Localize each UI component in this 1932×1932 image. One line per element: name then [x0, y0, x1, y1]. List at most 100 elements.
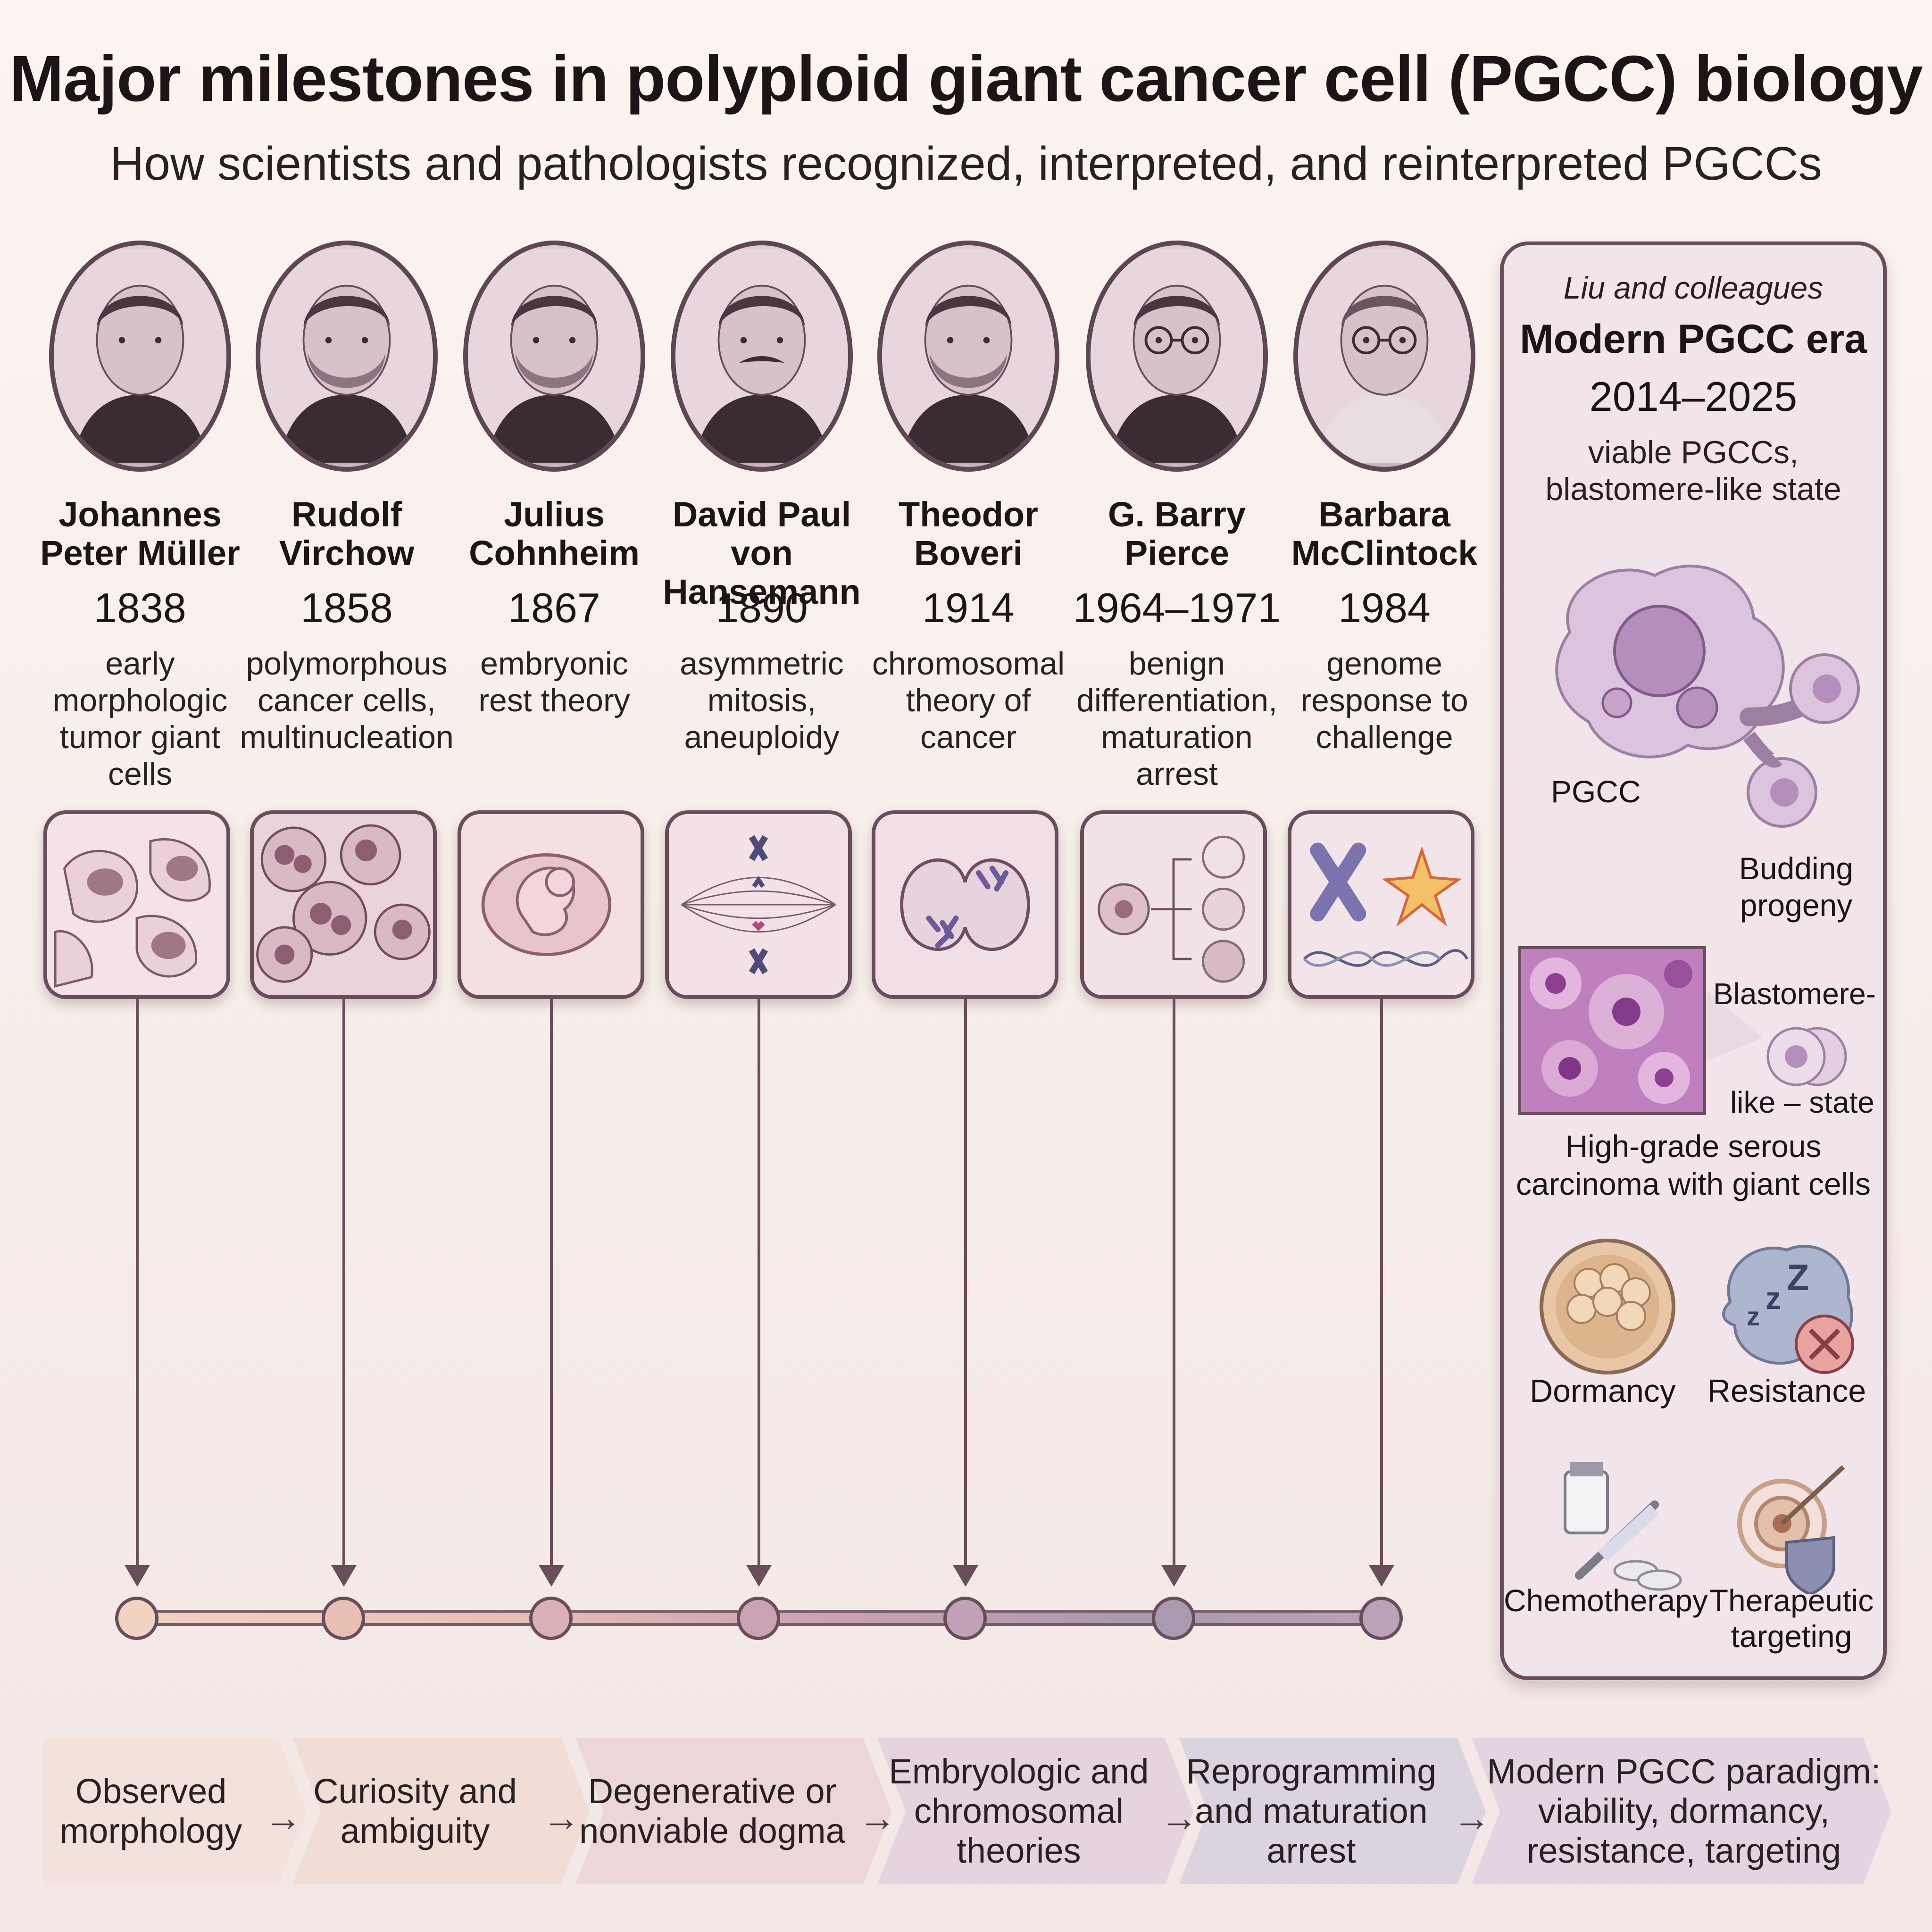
- timeline-arrowhead: [1161, 1565, 1187, 1587]
- panel-summary: viable PGCCs, blastomere-like state: [1504, 434, 1883, 508]
- timeline-node: [737, 1597, 780, 1640]
- milestone-description: early morphologic tumor giant cells: [25, 645, 256, 792]
- flow-segment: [292, 1738, 590, 1884]
- milestone-year: 1890: [716, 584, 808, 631]
- scientist-portrait: [671, 241, 853, 472]
- stage-line: resistance, targeting: [1526, 1831, 1841, 1870]
- description-line: cancer cells,: [258, 683, 436, 718]
- flow-segment: [1472, 1738, 1891, 1884]
- milestone-description: genome response to challenge: [1269, 645, 1500, 756]
- milestone-year: 1858: [300, 584, 393, 631]
- stage-line: viability, dormancy,: [1538, 1791, 1830, 1831]
- timeline-connector: [136, 999, 139, 1579]
- name-line: Virchow: [279, 533, 415, 573]
- dormancy-label: Dormancy: [1530, 1373, 1676, 1409]
- scientist-name: Johannes Peter Müller: [25, 495, 256, 573]
- description-line: early: [105, 646, 175, 682]
- paradigm-stage: Degenerative or nonviable dogma: [575, 1736, 849, 1887]
- description-line: challenge: [1316, 719, 1453, 755]
- scientist-portrait: [877, 241, 1059, 472]
- timeline-arrowhead: [331, 1565, 357, 1587]
- milestone-year: 1914: [922, 584, 1015, 631]
- timeline-connector: [758, 999, 760, 1579]
- cell-differentiation-branch-icon: [1080, 810, 1267, 999]
- milestone-description: polymorphous cancer cells, multinucleation: [231, 645, 462, 756]
- timeline-node: [1359, 1597, 1403, 1640]
- name-line: Peter Müller: [40, 533, 240, 573]
- panel-heading: Modern PGCC era: [1520, 316, 1867, 362]
- budding-progeny-label: Budding progeny: [1725, 850, 1867, 924]
- modern-pgcc-panel: Liu and colleagues Modern PGCC era 2014–…: [1500, 242, 1887, 1680]
- stage-line: ambiguity: [340, 1811, 490, 1850]
- pgcc-label: PGCC: [1551, 774, 1641, 809]
- panel-authors: Liu and colleagues: [1563, 270, 1824, 305]
- stage-line: nonviable dogma: [579, 1811, 845, 1850]
- timeline-node: [1152, 1597, 1195, 1640]
- name-line: Boveri: [914, 533, 1023, 573]
- stage-line: Observed: [75, 1772, 227, 1811]
- panel-summary-line: blastomere-like state: [1545, 471, 1841, 507]
- targeting-label: Therapeutic targeting: [1702, 1582, 1881, 1654]
- pgcc-budding-icon: [1555, 565, 1860, 828]
- flow-segment: [1179, 1738, 1486, 1884]
- description-line: theory of: [906, 683, 1031, 718]
- description-line: differentiation,: [1076, 683, 1277, 718]
- dormancy-icon: [1540, 1239, 1675, 1374]
- description-line: cells: [108, 756, 173, 792]
- stage-line: Modern PGCC paradigm:: [1487, 1752, 1881, 1791]
- milestone-year: 1984: [1338, 584, 1431, 631]
- histology-caption: High-grade serous carcinoma with giant c…: [1504, 1127, 1883, 1203]
- milestone-year: 1867: [508, 584, 600, 631]
- page-subtitle: How scientists and pathologists recogniz…: [110, 137, 1822, 190]
- timeline-arrowhead: [953, 1565, 978, 1587]
- svg-text:Z: Z: [1787, 1257, 1809, 1298]
- name-line: Pierce: [1124, 533, 1230, 573]
- chemotherapy-icon: [1564, 1462, 1682, 1591]
- scientist-portrait: [256, 241, 438, 472]
- stage-line: theories: [957, 1831, 1081, 1870]
- milestone-year: 1838: [94, 584, 186, 631]
- name-line: Rudolf: [291, 495, 402, 534]
- targeting-label-line: targeting: [1731, 1619, 1852, 1654]
- description-line: aneuploidy: [684, 719, 840, 755]
- stage-line: chromosomal: [914, 1791, 1124, 1831]
- blastomere-cells-icon: [1766, 1027, 1847, 1086]
- flow-arrow-icon: →: [264, 1797, 302, 1839]
- scientist-portrait: [1086, 241, 1268, 472]
- name-line: David Paul: [672, 495, 851, 534]
- flow-segment: [42, 1738, 307, 1884]
- svg-text:z: z: [1747, 1301, 1760, 1331]
- timeline-node: [943, 1597, 987, 1640]
- budding-label-line: Budding: [1739, 851, 1854, 886]
- scientist-name: G. Barry Pierce: [1061, 495, 1292, 573]
- zoom-connector-icon: [1707, 991, 1763, 1061]
- timeline-arrowhead: [125, 1565, 150, 1587]
- embryo-icon: [458, 810, 644, 999]
- description-line: arrest: [1136, 756, 1218, 792]
- paradigm-stage: Curiosity and ambiguity: [292, 1736, 538, 1887]
- timeline-connector: [964, 999, 967, 1579]
- description-line: tumor giant: [59, 719, 221, 755]
- tumor-giant-cells-histology-icon: [43, 810, 230, 999]
- stage-line: Degenerative or: [588, 1772, 837, 1811]
- mitotic-spindle-icon: [665, 810, 852, 999]
- timeline-arrowhead: [1369, 1565, 1394, 1587]
- name-line: von Hansemann: [663, 533, 861, 611]
- name-line: G. Barry: [1108, 495, 1246, 534]
- description-line: benign: [1128, 646, 1225, 682]
- description-line: response to: [1300, 683, 1468, 718]
- paradigm-stage: Reprogramming and maturation arrest: [1179, 1736, 1443, 1887]
- timeline-connector: [342, 999, 345, 1579]
- scientist-name: David Paul von Hansemann: [646, 495, 877, 611]
- panel-years: 2014–2025: [1589, 373, 1798, 420]
- timeline-arrowhead: [746, 1565, 772, 1587]
- scientist-name: Barbara McClintock: [1269, 495, 1500, 573]
- paradigm-stage: Observed morphology: [42, 1736, 259, 1887]
- therapeutic-targeting-icon: [1737, 1465, 1845, 1594]
- milestone-description: benign differentiation, maturation arrest: [1061, 645, 1292, 792]
- scientist-portrait: [49, 241, 231, 472]
- flow-arrow-icon: →: [1453, 1797, 1491, 1839]
- paradigm-stage: Embryologic and chromosomal theories: [877, 1736, 1160, 1887]
- chromosome-dna-stress-icon: [1288, 810, 1474, 999]
- description-line: mitosis,: [707, 683, 816, 718]
